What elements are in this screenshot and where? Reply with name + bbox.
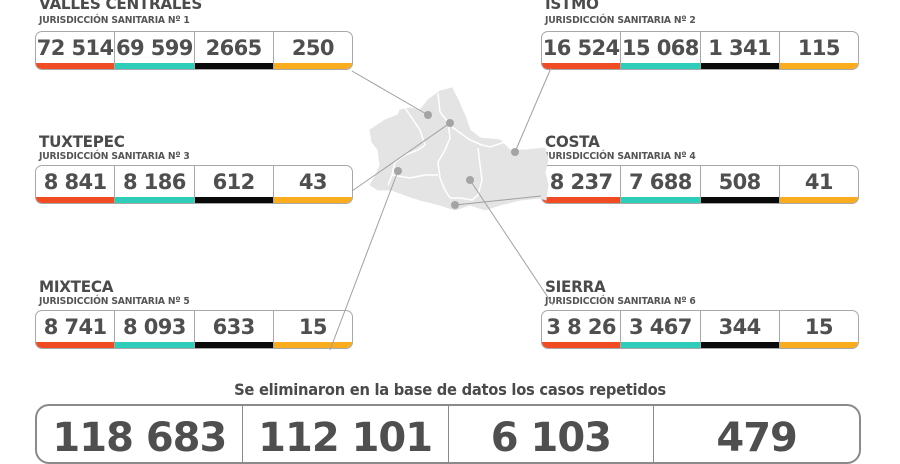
region-subtitle: JURISDICCIÓN SANITARIA Nº 5: [39, 296, 190, 307]
stat-deaths: 1 341: [700, 32, 780, 69]
stat-deaths: 2665: [194, 32, 274, 69]
stat-deaths: 344: [700, 311, 780, 348]
stat-recovered: 8 093: [115, 311, 195, 348]
region-subtitle: JURISDICCIÓN SANITARIA Nº 6: [545, 296, 696, 307]
stat-confirmed: 8 741: [36, 311, 116, 348]
region-name: ISTMO: [545, 0, 599, 13]
stat-deaths: 612: [194, 166, 274, 203]
stat-confirmed: 72 514: [36, 32, 116, 69]
stat-active: 43: [273, 166, 352, 203]
region-stats-box: 16 524 15 068 1 341 115: [541, 31, 859, 70]
total-active: 479: [716, 415, 797, 461]
stat-deaths: 508: [700, 166, 780, 203]
stat-confirmed: 8 237: [542, 166, 622, 203]
stat-active: 115: [779, 32, 858, 69]
region-name: COSTA: [545, 132, 600, 151]
region-subtitle: JURISDICCIÓN SANITARIA Nº 3: [39, 151, 190, 162]
region-subtitle: JURISDICCIÓN SANITARIA Nº 4: [545, 151, 696, 162]
region-stats-box: 8 741 8 093 633 15: [35, 310, 353, 349]
region-name: VALLES CENTRALES: [39, 0, 203, 13]
region-name: MIXTECA: [39, 277, 114, 296]
stat-recovered: 15 068: [621, 32, 701, 69]
stat-confirmed: 16 524: [542, 32, 622, 69]
totals-box: 118 683 112 101 6 103 479: [35, 404, 861, 464]
region-name: SIERRA: [545, 277, 606, 296]
stat-deaths: 633: [194, 311, 274, 348]
stat-recovered: 3 467: [621, 311, 701, 348]
duplicates-note: Se eliminaron en la base de datos los ca…: [234, 380, 666, 399]
region-subtitle: JURISDICCIÓN SANITARIA Nº 2: [545, 15, 696, 26]
total-recovered: 112 101: [243, 406, 449, 462]
region-stats-box: 3 8 26 3 467 344 15: [541, 310, 859, 349]
stat-active: 41: [779, 166, 858, 203]
region-subtitle: JURISDICCIÓN SANITARIA Nº 1: [39, 15, 190, 26]
stat-recovered: 7 688: [621, 166, 701, 203]
stat-active: 15: [779, 311, 858, 348]
total-deaths: 6 103: [449, 406, 655, 462]
region-name: TUXTEPEC: [39, 132, 125, 151]
stat-confirmed: 3 8 26: [542, 311, 622, 348]
region-stats-box: 8 841 8 186 612 43: [35, 165, 353, 204]
stat-recovered: 8 186: [115, 166, 195, 203]
total-confirmed: 118 683: [37, 406, 243, 462]
region-stats-box: 72 514 69 599 2665 250: [35, 31, 353, 70]
oaxaca-map-icon: [329, 67, 554, 351]
stat-confirmed: 8 841: [36, 166, 116, 203]
stat-recovered: 69 599: [115, 32, 195, 69]
stat-active: 15: [273, 311, 352, 348]
stat-active: 250: [273, 32, 352, 69]
region-stats-box: 8 237 7 688 508 41: [541, 165, 859, 204]
